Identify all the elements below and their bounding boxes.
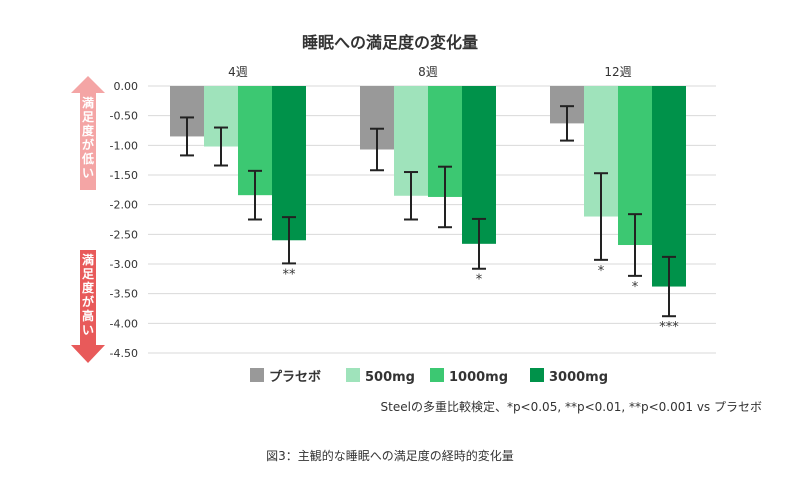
significance-mark: * bbox=[476, 273, 483, 288]
y-tick-label: -0.50 bbox=[110, 110, 138, 123]
bars bbox=[170, 86, 686, 287]
legend-label: プラセボ bbox=[269, 369, 321, 385]
error-bar bbox=[560, 105, 574, 142]
legend: プラセボ 500mg 1000mg 3000mg bbox=[250, 368, 608, 385]
chart-title: 睡眠への満足度の変化量 bbox=[302, 33, 478, 52]
error-bar bbox=[662, 255, 676, 318]
error-bar bbox=[248, 169, 262, 221]
legend-label: 1000mg bbox=[449, 370, 508, 385]
significance-mark: ** bbox=[283, 267, 297, 282]
figure-caption: 図3：主観的な睡眠への満足度の経時的変化量 bbox=[266, 448, 514, 463]
legend-swatch bbox=[430, 368, 444, 382]
footnote: Steelの多重比較検定、*p<0.05, **p<0.01, **p<0.00… bbox=[381, 399, 762, 414]
y-tick-label: -3.50 bbox=[110, 288, 138, 301]
error-bar bbox=[628, 213, 642, 277]
error-bar bbox=[438, 165, 452, 229]
y-tick-label: -1.50 bbox=[110, 169, 138, 182]
legend-swatch bbox=[250, 368, 264, 382]
y-tick-label: -4.50 bbox=[110, 347, 138, 360]
legend-item: 1000mg bbox=[430, 368, 508, 385]
significance-mark: *** bbox=[659, 320, 679, 335]
error-bar bbox=[594, 172, 608, 261]
x-category-label: 12週 bbox=[604, 65, 631, 79]
legend-item: 3000mg bbox=[530, 368, 608, 385]
bar bbox=[462, 86, 496, 244]
bar bbox=[272, 86, 306, 241]
y-tick-label: -3.00 bbox=[110, 258, 138, 271]
down-arrow-icon bbox=[71, 250, 105, 363]
y-tick-label: 0.00 bbox=[114, 80, 139, 93]
y-tick-label: -2.00 bbox=[110, 199, 138, 212]
error-bar bbox=[214, 126, 228, 167]
error-bar bbox=[180, 116, 194, 157]
x-category-label: 8週 bbox=[418, 65, 438, 79]
y-axis: 0.00 -0.50 -1.00 -1.50 -2.00 -2.50 -3.00 -3.50 -… bbox=[110, 80, 138, 360]
low-satisfaction-label: 満足度が低い bbox=[81, 95, 95, 180]
low-satisfaction-indicator: 満足度が低い bbox=[71, 76, 105, 190]
error-bar bbox=[282, 216, 296, 265]
legend-label: 500mg bbox=[365, 370, 415, 385]
y-tick-label: -2.50 bbox=[110, 228, 138, 241]
error-bar bbox=[472, 217, 486, 270]
error-bar bbox=[370, 127, 384, 172]
significance-mark: * bbox=[598, 264, 605, 279]
y-tick-label: -4.00 bbox=[110, 317, 138, 330]
high-satisfaction-indicator: 満足度が高い bbox=[71, 250, 105, 363]
legend-label: 3000mg bbox=[549, 370, 608, 385]
legend-swatch bbox=[530, 368, 544, 382]
significance-mark: * bbox=[632, 280, 639, 295]
bar bbox=[652, 86, 686, 287]
legend-item: プラセボ bbox=[250, 368, 321, 385]
significance-marks: ** ****** bbox=[283, 264, 680, 335]
legend-item: 500mg bbox=[346, 368, 415, 385]
high-satisfaction-label: 満足度が高い bbox=[82, 252, 95, 337]
up-arrow-icon bbox=[71, 76, 105, 190]
error-bar bbox=[404, 171, 418, 221]
y-tick-label: -1.00 bbox=[110, 139, 138, 152]
legend-swatch bbox=[346, 368, 360, 382]
error-bars bbox=[180, 105, 676, 318]
x-category-label: 4週 bbox=[228, 65, 248, 79]
x-axis-categories: 4週 8週 12週 bbox=[228, 65, 631, 79]
